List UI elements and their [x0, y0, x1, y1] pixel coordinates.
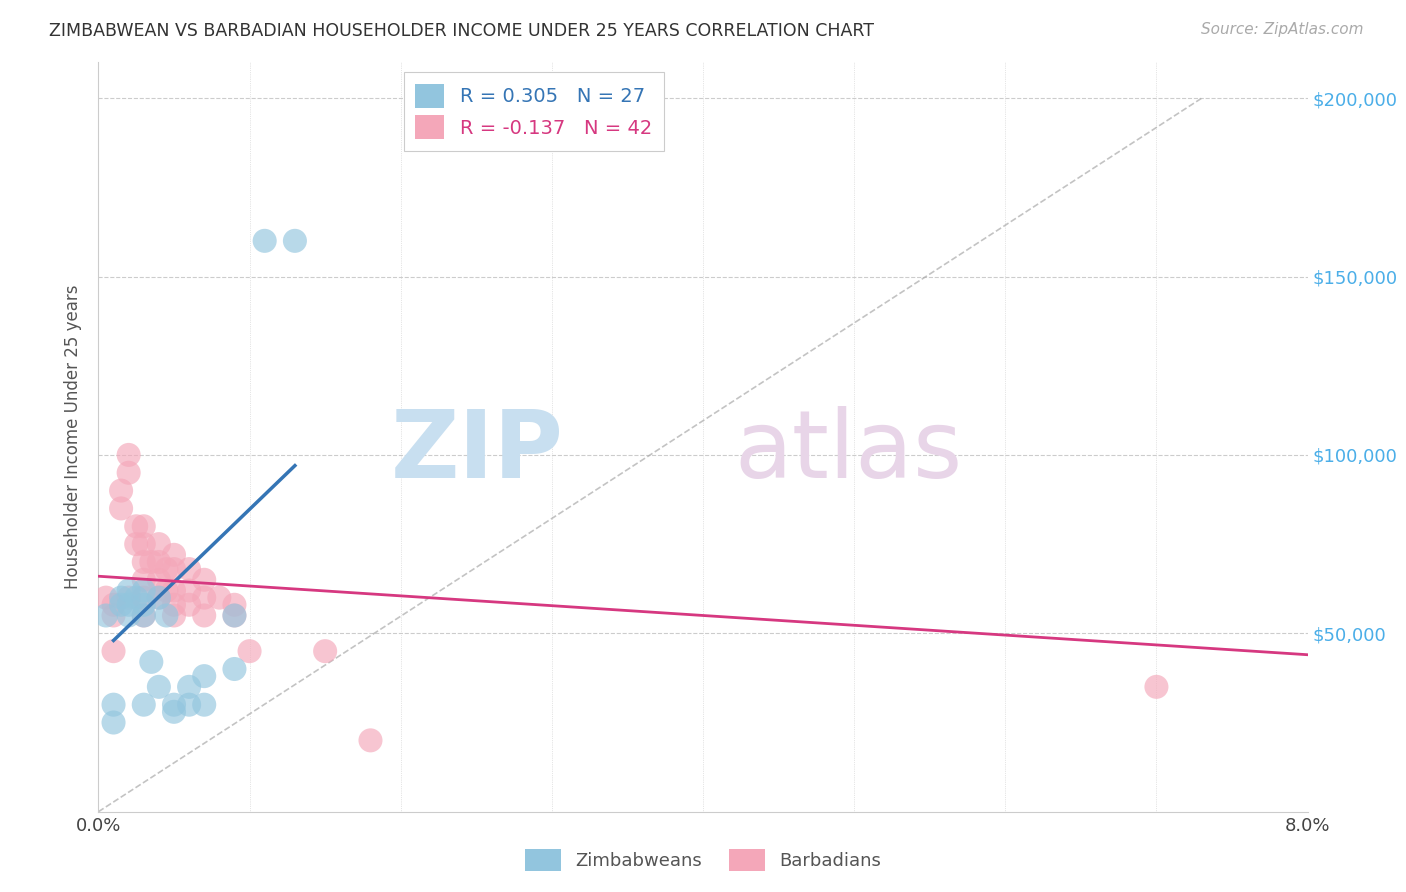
Text: atlas: atlas — [734, 406, 962, 498]
Point — [224, 662, 246, 676]
Point — [208, 591, 231, 605]
Point — [132, 608, 155, 623]
Point — [94, 591, 117, 605]
Point — [132, 583, 155, 598]
Point — [148, 680, 170, 694]
Point — [132, 608, 155, 623]
Point — [224, 598, 246, 612]
Point — [155, 608, 177, 623]
Point — [193, 698, 215, 712]
Point — [118, 466, 141, 480]
Point — [224, 608, 246, 623]
Point — [163, 583, 186, 598]
Point — [163, 562, 186, 576]
Point — [163, 705, 186, 719]
Point — [103, 715, 125, 730]
Text: ZIP: ZIP — [391, 406, 564, 498]
Point — [148, 591, 170, 605]
Point — [224, 608, 246, 623]
Point — [148, 555, 170, 569]
Point — [179, 583, 201, 598]
Point — [125, 591, 148, 605]
Point — [179, 598, 201, 612]
Point — [110, 483, 132, 498]
Point — [132, 591, 155, 605]
Point — [155, 562, 177, 576]
Point — [163, 548, 186, 562]
Point — [360, 733, 382, 747]
Point — [110, 598, 132, 612]
Point — [103, 644, 125, 658]
Point — [141, 555, 163, 569]
Point — [132, 598, 155, 612]
Point — [94, 608, 117, 623]
Point — [314, 644, 336, 658]
Point — [132, 573, 155, 587]
Point — [163, 598, 186, 612]
Point — [193, 573, 215, 587]
Point — [118, 598, 141, 612]
Text: Source: ZipAtlas.com: Source: ZipAtlas.com — [1201, 22, 1364, 37]
Legend: Zimbabweans, Barbadians: Zimbabweans, Barbadians — [517, 842, 889, 879]
Point — [118, 591, 141, 605]
Point — [148, 537, 170, 551]
Point — [179, 698, 201, 712]
Point — [193, 669, 215, 683]
Point — [103, 598, 125, 612]
Point — [284, 234, 307, 248]
Point — [118, 608, 141, 623]
Point — [132, 698, 155, 712]
Point — [148, 573, 170, 587]
Y-axis label: Householder Income Under 25 years: Householder Income Under 25 years — [65, 285, 83, 590]
Point — [118, 583, 141, 598]
Point — [253, 234, 276, 248]
Point — [132, 519, 155, 533]
Point — [1146, 680, 1168, 694]
Text: ZIMBABWEAN VS BARBADIAN HOUSEHOLDER INCOME UNDER 25 YEARS CORRELATION CHART: ZIMBABWEAN VS BARBADIAN HOUSEHOLDER INCO… — [49, 22, 875, 40]
Point — [148, 591, 170, 605]
Point — [110, 501, 132, 516]
Point — [239, 644, 262, 658]
Point — [179, 680, 201, 694]
Point — [163, 608, 186, 623]
Point — [163, 698, 186, 712]
Point — [179, 562, 201, 576]
Point — [125, 537, 148, 551]
Point — [155, 583, 177, 598]
Point — [132, 555, 155, 569]
Point — [110, 591, 132, 605]
Point — [193, 608, 215, 623]
Point — [141, 655, 163, 669]
Point — [193, 591, 215, 605]
Point — [132, 537, 155, 551]
Point — [125, 519, 148, 533]
Point — [103, 698, 125, 712]
Point — [103, 608, 125, 623]
Point — [118, 448, 141, 462]
Legend: R = 0.305   N = 27, R = -0.137   N = 42: R = 0.305 N = 27, R = -0.137 N = 42 — [404, 72, 664, 151]
